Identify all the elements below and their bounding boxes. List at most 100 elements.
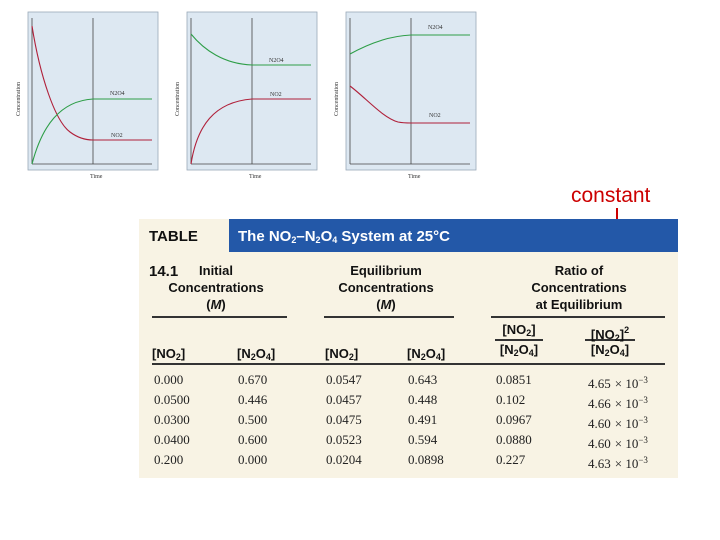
col-text: ] [531, 322, 536, 337]
col-sub: 4 [265, 352, 271, 362]
graph-2: N2O4 NO2 Time Concentration [169, 6, 329, 184]
cell-ratio-2: 4.60 × 10−3 [588, 430, 648, 451]
table-number: TABLE 14.1 [139, 219, 229, 280]
col-text: O [609, 341, 620, 357]
graph-3-ylabel: Concentration [334, 82, 340, 116]
group-header-line: Concentrations [168, 280, 264, 295]
unit-paren: ) [391, 297, 396, 312]
group-header-initial: Initial Concentrations (M) [151, 262, 281, 313]
graph-1-no2-curve [31, 25, 152, 141]
cell-ratio-2: 4.65 × 10−3 [588, 370, 648, 391]
col-text: [N [407, 346, 421, 361]
exponent: −3 [638, 415, 648, 425]
ratio-header-2-numerator: [NO2]2 [585, 321, 635, 343]
graph-1-label-n2o4: N2O4 [110, 91, 125, 97]
cell-eq-n2o4: 0.0898 [408, 452, 444, 467]
ratio-header-1-numerator: [NO2] [495, 321, 543, 339]
col-text: ] [533, 341, 539, 357]
title-part: System at 25°C [337, 228, 450, 245]
ratio-header-1: [NO2] [N2O4] [495, 321, 543, 359]
times-ten: × 10 [614, 376, 639, 391]
cell-eq-no2: 0.0547 [326, 372, 362, 387]
graph-1: N2O4 NO2 Time Concentration [10, 6, 170, 184]
col-text: [NO [152, 346, 176, 361]
cell-eq-n2o4: 0.643 [408, 372, 438, 387]
cell-init-no2: 0.0300 [154, 412, 190, 427]
times-ten: × 10 [614, 416, 639, 431]
graph-2-n2o4-curve [190, 33, 311, 66]
cell-ratio-2: 4.63 × 10−3 [588, 450, 648, 471]
cell-eq-no2: 0.0204 [326, 452, 362, 467]
unit-paren: ( [376, 297, 381, 312]
group-header-line: Initial [199, 263, 233, 278]
mantissa: 4.60 [588, 416, 611, 431]
graph-3-label-n2o4: N2O4 [428, 25, 443, 31]
cell-ratio-1: 0.227 [496, 452, 526, 467]
cell-ratio-1: 0.0851 [496, 372, 532, 387]
mantissa: 4.66 [588, 396, 611, 411]
cell-eq-n2o4: 0.594 [408, 432, 438, 447]
col-text: ] [180, 346, 186, 361]
graph-1-xlabel: Time [90, 174, 103, 180]
graph-3-svg: N2O4 NO2 Time Concentration [334, 11, 477, 180]
ratio-header-1-bar [495, 339, 543, 341]
col-text: [NO [502, 322, 527, 337]
unit-paren: ( [206, 297, 211, 312]
exponent: −3 [638, 435, 648, 445]
graph-1-svg: N2O4 NO2 Time Concentration [16, 11, 159, 180]
header-separator [152, 363, 665, 365]
graph-2-svg: N2O4 NO2 Time Concentration [175, 11, 318, 180]
cell-init-n2o4: 0.600 [238, 432, 268, 447]
col-sub: 2 [513, 347, 519, 358]
title-part: O [320, 228, 333, 245]
col-text: ] [353, 346, 359, 361]
cell-init-no2: 0.000 [154, 372, 184, 387]
col-sub: 4 [435, 352, 441, 362]
col-header-eq-n2o4: [N2O4] [407, 345, 445, 366]
unit-m: M [380, 297, 392, 312]
col-sub: 2 [604, 347, 610, 358]
group-header-line: Ratio of [554, 263, 604, 278]
times-ten: × 10 [614, 456, 639, 471]
ratio-header-2-bar [585, 339, 635, 341]
cell-init-n2o4: 0.500 [238, 412, 268, 427]
table-title: The NO2–N2O4 System at 25°C [238, 219, 450, 252]
graph-2-ylabel: Concentration [175, 82, 181, 116]
times-ten: × 10 [614, 436, 639, 451]
cell-ratio-2: 4.60 × 10−3 [588, 410, 648, 431]
ratio-header-2-denominator: [N2O4] [585, 341, 635, 359]
cell-init-n2o4: 0.000 [238, 452, 268, 467]
cell-eq-n2o4: 0.448 [408, 392, 438, 407]
cell-init-no2: 0.0400 [154, 432, 190, 447]
group-header-line: Concentrations [338, 280, 434, 295]
table-14-1: TABLE 14.1 The NO2–N2O4 System at 25°C I… [139, 219, 678, 478]
graph-2-label-n2o4: N2O4 [269, 58, 284, 64]
col-text: [N [237, 346, 251, 361]
graph-3-no2-curve [349, 85, 470, 124]
col-text: ] [270, 346, 276, 361]
graph-3-xlabel: Time [408, 174, 421, 180]
exponent: −3 [638, 395, 648, 405]
graph-2-xlabel: Time [249, 174, 262, 180]
cell-init-no2: 0.0500 [154, 392, 190, 407]
col-text: [NO [325, 346, 349, 361]
group-header-equilibrium: Equilibrium Concentrations (M) [321, 262, 451, 313]
title-sub: 2 [291, 235, 297, 245]
group-underline [491, 316, 665, 318]
cell-ratio-1: 0.0880 [496, 432, 532, 447]
col-sub: 2 [250, 352, 256, 362]
cell-eq-no2: 0.0457 [326, 392, 362, 407]
cell-ratio-1: 0.102 [496, 392, 526, 407]
title-part: The NO [238, 228, 292, 245]
group-underline [324, 316, 454, 318]
exponent: −3 [638, 375, 648, 385]
col-sub: 2 [175, 352, 181, 362]
mantissa: 4.63 [588, 456, 611, 471]
col-text: ] [440, 346, 446, 361]
col-sub: 2 [614, 333, 620, 343]
ratio-header-2: [NO2]2 [N2O4] [585, 321, 635, 359]
graph-2-label-no2: NO2 [270, 92, 282, 98]
unit-m: M [210, 297, 222, 312]
col-text: ] [619, 327, 625, 342]
cell-ratio-1: 0.0967 [496, 412, 532, 427]
